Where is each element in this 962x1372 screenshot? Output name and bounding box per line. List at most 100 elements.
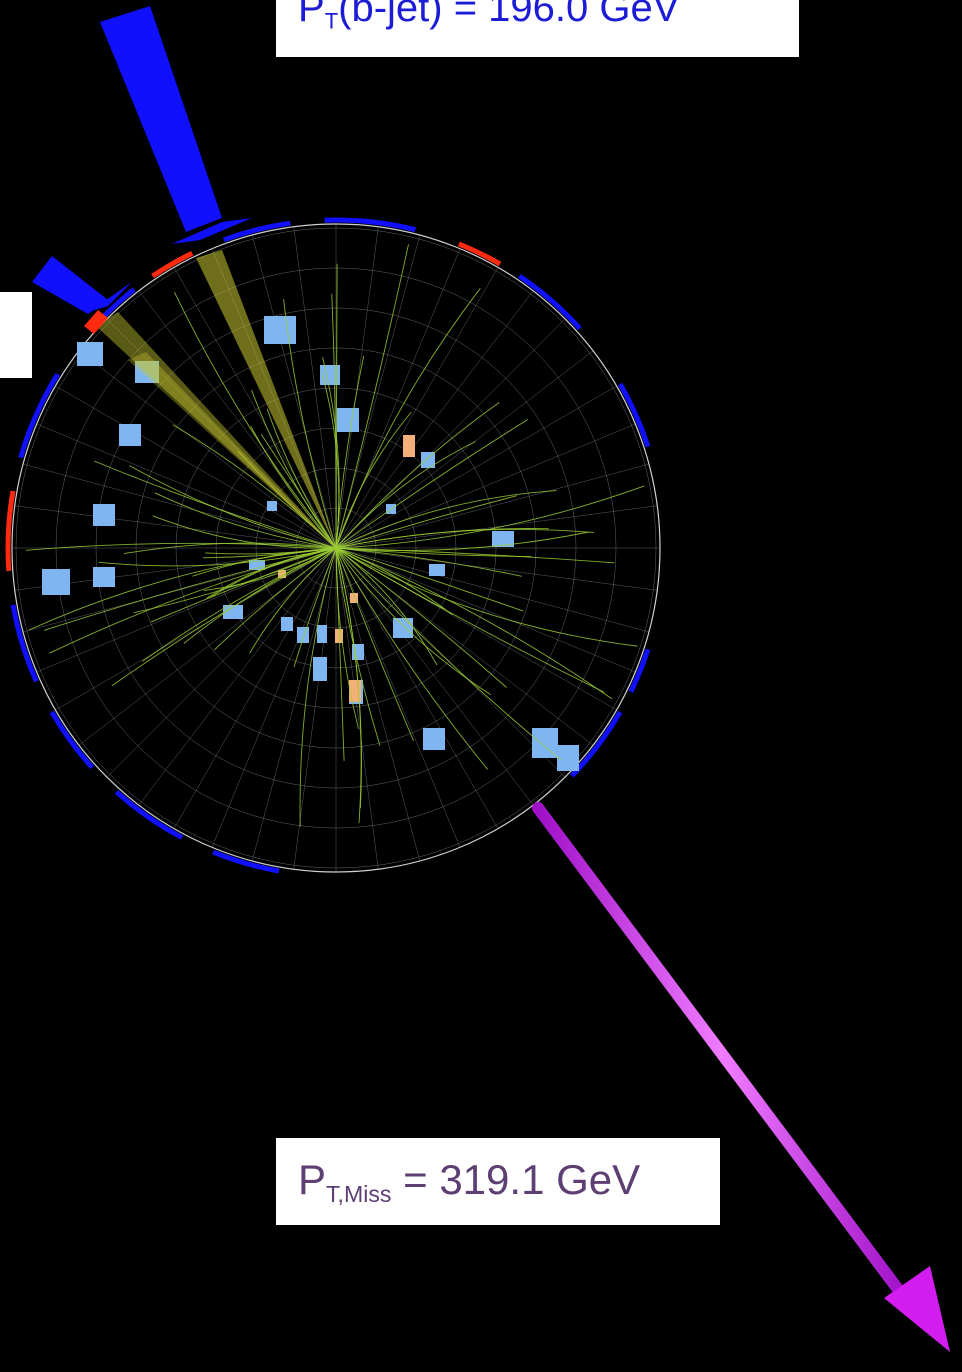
calo-cell	[429, 564, 445, 576]
outer-ring-segment	[617, 382, 651, 448]
track	[322, 357, 340, 549]
outer-ring-segment	[518, 274, 582, 331]
calo-cell	[223, 605, 243, 619]
calo-cell	[267, 501, 277, 511]
track	[335, 411, 412, 549]
missing-et-arrow	[532, 802, 950, 1352]
track	[293, 547, 337, 668]
grid-spoke	[335, 463, 650, 549]
b-jet-cone	[196, 250, 336, 548]
bjet-pt-subscript: T	[324, 8, 339, 34]
grid-spoke	[36, 423, 337, 549]
calo-cell	[313, 657, 327, 681]
grid-spoke	[173, 547, 337, 829]
bjet-pt-symbol: P	[298, 0, 325, 30]
calo-cell	[421, 452, 435, 468]
track	[335, 531, 589, 552]
track	[335, 485, 645, 549]
track	[299, 547, 337, 827]
grid-spoke	[251, 234, 337, 549]
track	[237, 450, 337, 549]
grid-spoke	[335, 547, 636, 673]
outer-ring-segment	[10, 604, 39, 683]
track	[142, 547, 337, 662]
track	[335, 547, 507, 688]
track	[335, 288, 481, 549]
grid-spoke	[335, 234, 421, 549]
grid-spoke	[211, 547, 337, 848]
grid-spoke	[173, 267, 337, 549]
calo-cell	[281, 617, 293, 631]
calorimeter-outer-ring	[5, 217, 651, 874]
jet-cone-2	[96, 312, 336, 548]
track	[335, 547, 613, 700]
grid-spoke	[293, 226, 337, 549]
calo-cell	[264, 316, 296, 344]
track	[335, 547, 524, 612]
cropped-label-box	[0, 292, 32, 378]
grid-spoke	[106, 318, 337, 549]
track	[111, 547, 337, 687]
calo-cell	[557, 745, 579, 771]
grid-spoke	[335, 290, 534, 549]
outer-ring-segment	[114, 789, 184, 840]
grid-spoke	[251, 547, 337, 862]
calo-cell-orange	[278, 570, 286, 578]
calo-cell	[532, 728, 558, 758]
track	[335, 490, 557, 549]
jet-cones	[96, 250, 336, 548]
track	[335, 547, 615, 564]
jet-cone-3	[128, 352, 336, 548]
tower-base	[172, 218, 252, 244]
met-arrow-shaft	[532, 802, 912, 1306]
track	[335, 419, 529, 549]
calo-cell	[337, 408, 359, 432]
met-value: = 319.1 GeV	[391, 1156, 641, 1203]
outer-ring-segment	[151, 250, 194, 279]
track	[28, 547, 337, 631]
track	[335, 441, 476, 549]
track	[335, 547, 522, 577]
grid-spoke	[138, 547, 337, 806]
grid-spoke	[335, 385, 617, 549]
grid-spoke	[293, 547, 337, 870]
outer-ring-segment	[212, 849, 280, 874]
calo-cell	[93, 504, 115, 526]
track	[335, 528, 594, 549]
outer-ring-segment	[49, 710, 95, 770]
outer-ring-segment	[222, 220, 291, 243]
track	[335, 547, 359, 729]
grid-spoke	[335, 547, 499, 829]
grid-spoke	[335, 505, 658, 549]
grid-spoke	[335, 547, 379, 870]
bjet-pt-label: PT(b-jet) = 196.0 GeV	[276, 0, 799, 57]
track	[335, 547, 489, 770]
outer-ring-segment	[324, 217, 417, 233]
track	[249, 547, 337, 654]
calo-cell	[135, 361, 159, 383]
track	[25, 542, 337, 551]
met-symbol: P	[298, 1156, 327, 1203]
grid-spoke	[22, 463, 337, 549]
calo-cell	[320, 365, 340, 385]
track	[133, 547, 337, 614]
track	[335, 547, 445, 610]
calo-cell	[393, 618, 413, 638]
grid-spoke	[335, 547, 534, 806]
track	[150, 547, 337, 623]
grid-spoke	[335, 547, 658, 591]
track	[335, 547, 638, 647]
calo-cell	[297, 627, 309, 643]
track	[335, 547, 415, 742]
track	[335, 263, 338, 549]
met-arrow-head	[884, 1266, 950, 1352]
track	[335, 547, 561, 761]
outer-ring-segment	[628, 648, 651, 693]
track	[154, 492, 337, 549]
calo-cell	[249, 560, 265, 570]
track	[283, 299, 337, 549]
grid-spoke	[335, 267, 499, 549]
calo-cell	[492, 531, 514, 547]
track	[129, 465, 337, 549]
track	[152, 515, 337, 549]
